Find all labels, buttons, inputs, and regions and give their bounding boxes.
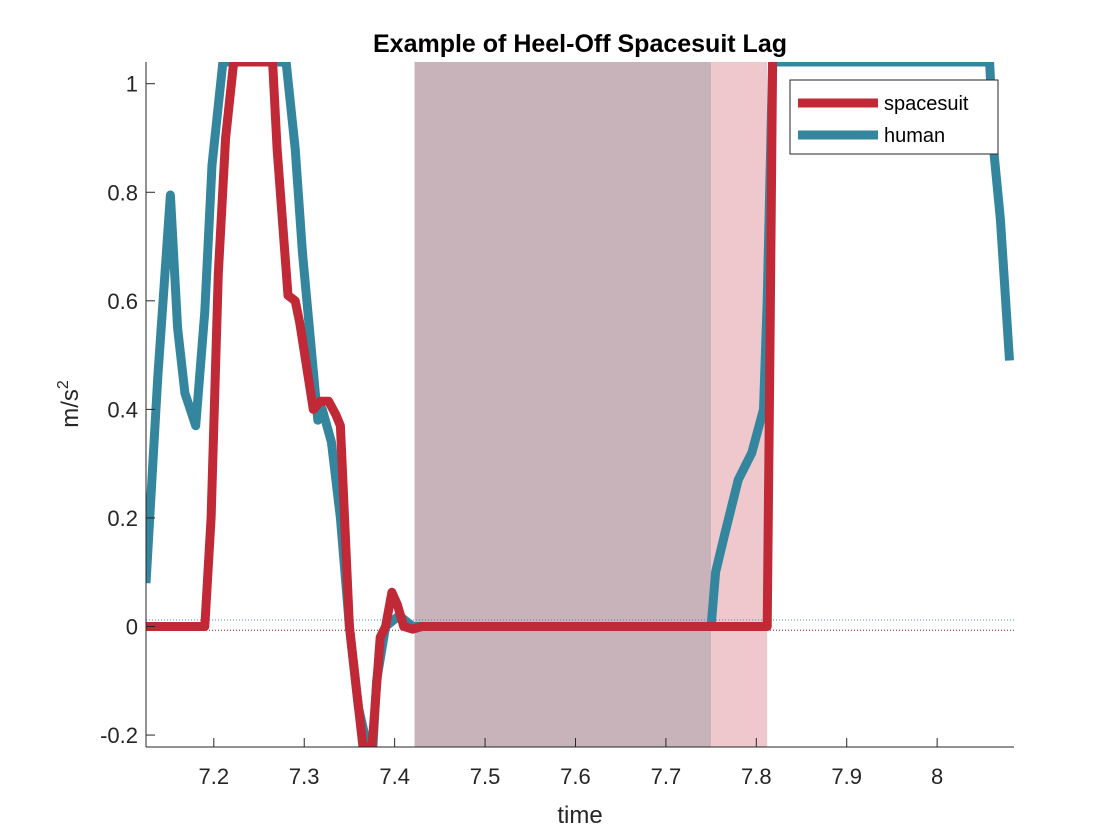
x-tick-label: 7.5 [470,764,501,789]
x-axis-ticks: 7.2 7.3 7.4 7.5 7.6 7.7 7.8 7.9 8 [199,738,943,789]
shaded-region-2 [711,62,768,747]
legend: spacesuit human [789,79,999,155]
x-tick-label: 7.2 [199,764,230,789]
y-tick-label: 0.8 [107,180,138,205]
series-line-spacesuit [146,62,778,747]
reference-lines [146,619,1014,631]
y-axis-ticks: -0.2 0 0.2 0.4 0.6 0.8 1 [100,72,155,748]
x-tick-label: 7.7 [651,764,682,789]
x-tick-label: 7.9 [831,764,862,789]
legend-label-human: human [884,125,945,147]
y-axis-label-exponent: 2 [55,380,72,389]
y-tick-label: 0.4 [107,397,138,422]
x-tick-label: 7.4 [379,764,410,789]
chart-title: Example of Heel-Off Spacesuit Lag [373,30,787,58]
shaded-regions [414,62,768,747]
x-tick-label: 7.8 [741,764,772,789]
y-tick-label: 1 [126,72,138,97]
y-tick-label: 0 [126,615,138,640]
y-tick-label: 0.2 [107,506,138,531]
y-axis-label: m/s2 [55,380,84,428]
x-tick-label: 8 [931,764,943,789]
y-axis-label-unit: m/s [57,389,84,428]
legend-box [789,79,999,155]
y-tick-label: 0.6 [107,289,138,314]
legend-label-spacesuit: spacesuit [884,93,969,115]
series-lines [146,62,1014,747]
x-tick-label: 7.3 [289,764,320,789]
x-tick-label: 7.6 [560,764,591,789]
legend-items: spacesuit human [798,93,969,147]
x-axis-label: time [557,802,602,829]
plot-box [145,62,1014,748]
y-tick-label: -0.2 [100,723,138,748]
shaded-region-1 [414,62,712,747]
